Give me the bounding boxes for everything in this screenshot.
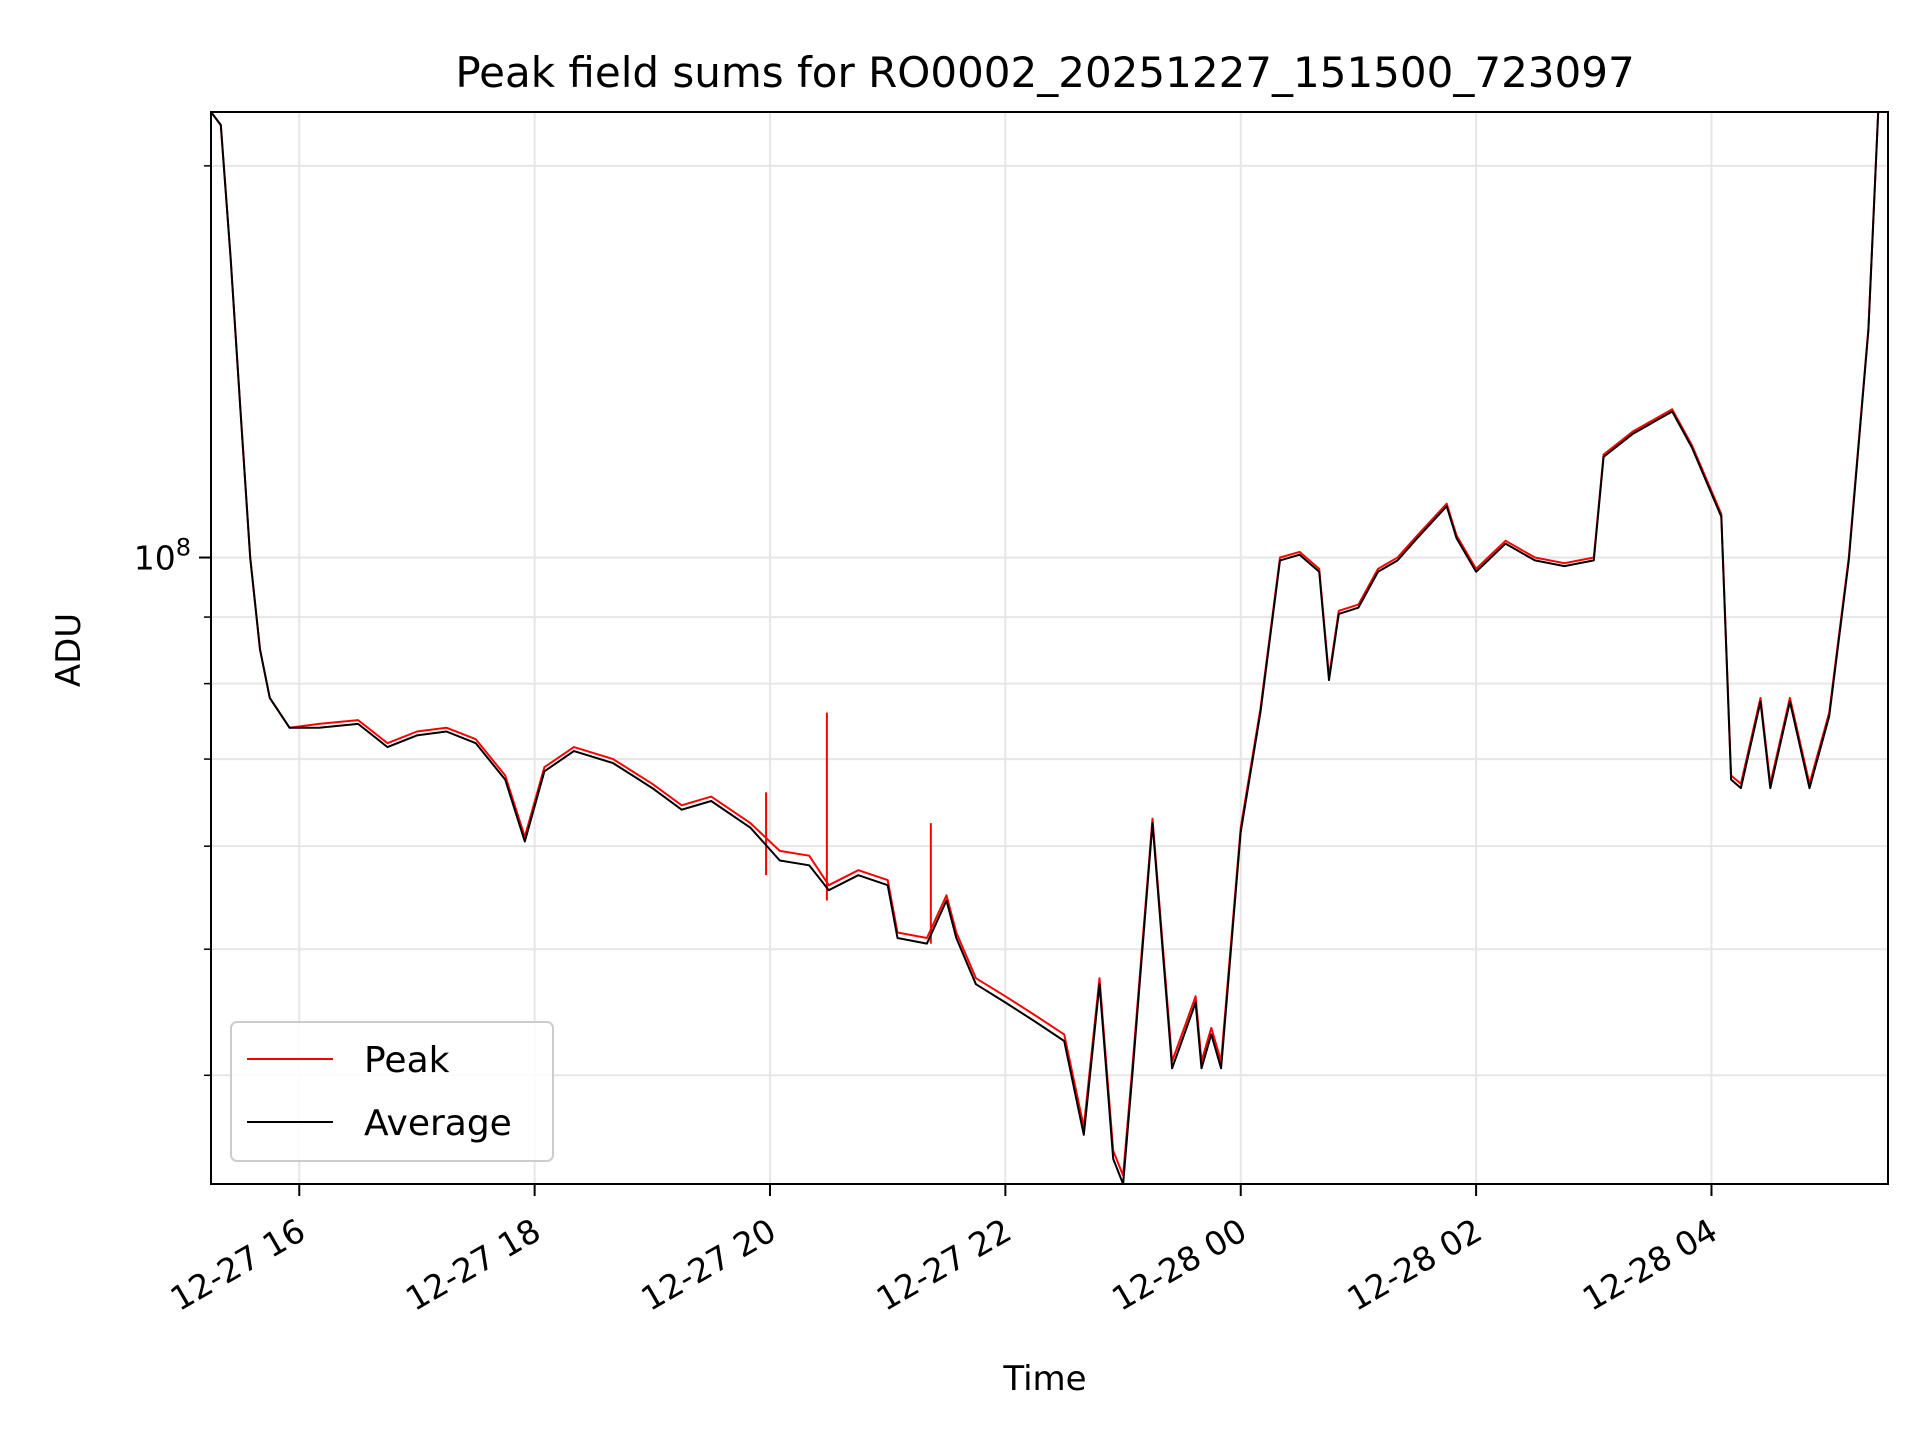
x-tick-label: 12-28 02: [1341, 1211, 1489, 1319]
series-line-average: [210, 111, 1880, 1185]
x-tick-label: 12-27 22: [870, 1211, 1018, 1319]
x-tick-label: 12-27 18: [399, 1211, 547, 1319]
y-axis-ticks: 108: [134, 165, 211, 1077]
x-axis-ticks: 12-27 16 12-27 18 12-27 20 12-27 22 12-28 00…: [164, 1184, 1724, 1319]
plot-frame: [210, 111, 1889, 1185]
y-tick-label: 108: [134, 534, 191, 578]
series-lines: [210, 111, 1880, 1185]
series-line-peak: [210, 111, 1880, 1177]
chart-title: Peak field sums for RO0002_20251227_1515…: [455, 48, 1634, 97]
x-tick-label: 12-27 16: [164, 1211, 312, 1319]
x-tick-label: 12-27 20: [634, 1211, 782, 1319]
x-tick-label: 12-28 04: [1576, 1211, 1724, 1319]
x-tick-label: 12-28 00: [1105, 1211, 1253, 1319]
legend-box: [230, 1021, 554, 1162]
y-axis-label: ADU: [49, 613, 89, 687]
legend-label-average: Average: [364, 1103, 512, 1144]
legend: Peak Average: [230, 1021, 554, 1162]
legend-label-peak: Peak: [364, 1040, 450, 1081]
grid: [211, 112, 1888, 1184]
x-axis-label: Time: [1002, 1359, 1086, 1399]
